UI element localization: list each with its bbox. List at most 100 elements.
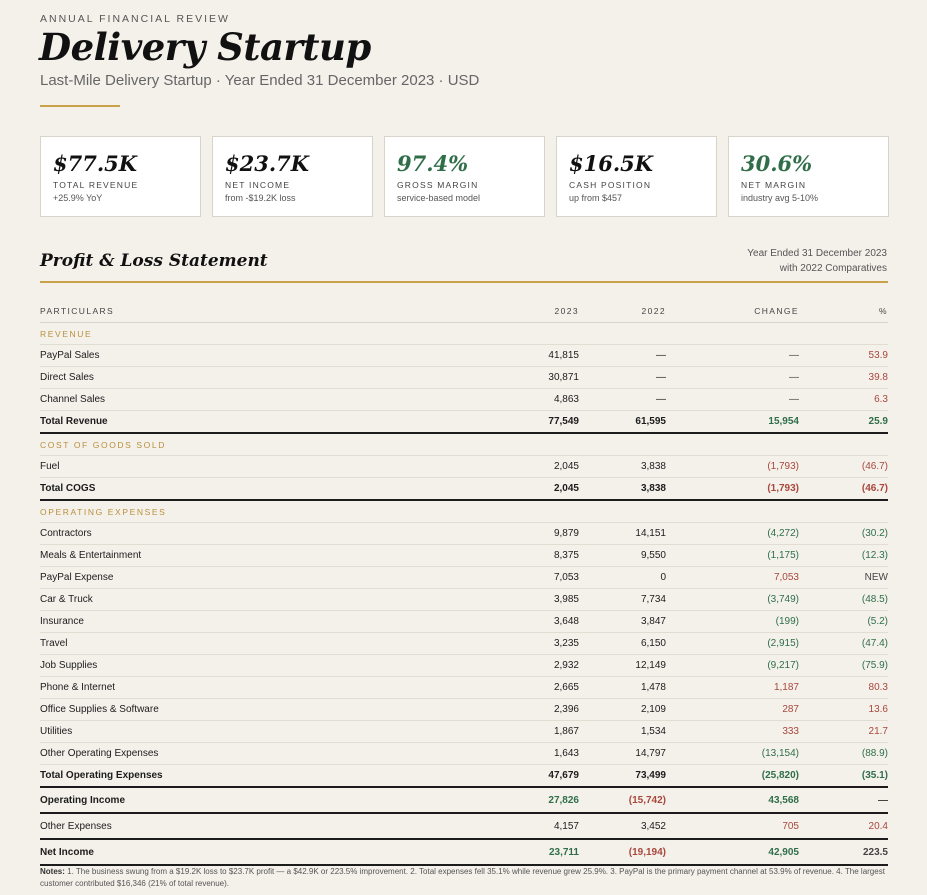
table-row: Utilities 1,867 1,534 333 21.7	[40, 721, 888, 743]
cell-2022: 61,595	[635, 416, 666, 427]
col-header-2022: 2022	[641, 306, 666, 316]
cell-percent: —	[878, 794, 888, 806]
section-note-line: with 2022 Comparatives	[779, 263, 887, 274]
table-body: REVENUE PayPal Sales 41,815 — — 53.9 Direct Sa…	[40, 323, 888, 866]
kpi-label: NET MARGIN	[741, 180, 807, 190]
cell-percent: (30.2)	[861, 528, 888, 539]
cell-percent: (88.9)	[861, 748, 888, 759]
kpi-subtext: from -$19.2K loss	[225, 193, 296, 203]
cell-change: 42,905	[768, 846, 799, 858]
table-row: Job Supplies 2,932 12,149 (9,217) (75.9)	[40, 655, 888, 677]
report-kicker: ANNUAL FINANCIAL REVIEW	[40, 13, 230, 25]
cell-change: (9,217)	[767, 660, 799, 671]
kpi-value: 30.6%	[741, 151, 813, 176]
cell-2023: 47,679	[548, 770, 579, 781]
category-row: OPERATING EXPENSES	[40, 501, 888, 523]
cell-change: —	[789, 350, 799, 361]
cell-2023: 2,932	[553, 660, 579, 671]
kpi-value: $77.5K	[53, 151, 138, 176]
cell-change: 287	[782, 704, 799, 715]
col-header-particulars: PARTICULARS	[40, 306, 115, 316]
section-period-note: Year Ended 31 December 2023 with 2022 Co…	[747, 246, 887, 276]
table-row: Direct Sales 30,871 — — 39.8	[40, 367, 888, 389]
cell-2022: 0	[660, 572, 666, 583]
kpi-card-gross-margin: 97.4% GROSS MARGIN service-based model	[384, 136, 545, 217]
section-title: Profit & Loss Statement	[40, 251, 268, 271]
kpi-subtext: +25.9% YoY	[53, 193, 103, 203]
notes-text: 1. The business swung from a $19.2K loss…	[40, 867, 885, 888]
row-label: Utilities	[40, 726, 73, 737]
cell-2023: 9,879	[553, 528, 579, 539]
cell-change: 333	[782, 726, 799, 737]
cell-percent: 13.6	[868, 704, 888, 715]
cell-change: (4,272)	[767, 528, 799, 539]
row-label: Total COGS	[40, 483, 96, 494]
cell-2023: 1,643	[553, 748, 579, 759]
table-row: Phone & Internet 2,665 1,478 1,187 80.3	[40, 677, 888, 699]
table-row: PayPal Sales 41,815 — — 53.9	[40, 345, 888, 367]
row-label: Total Operating Expenses	[40, 770, 163, 781]
category-row: COST OF GOODS SOLD	[40, 434, 888, 456]
cell-2023: 3,648	[553, 616, 579, 627]
cell-2023: 3,985	[553, 594, 579, 605]
cell-2023: 2,396	[553, 704, 579, 715]
table-row: Insurance 3,648 3,847 (199) (5.2)	[40, 611, 888, 633]
cell-2022: 14,797	[635, 748, 666, 759]
total-row: Net Income 23,711 (19,194) 42,905 223.5	[40, 840, 888, 866]
table-row: Meals & Entertainment 8,375 9,550 (1,175) (1…	[40, 545, 888, 567]
cell-2022: (15,742)	[628, 794, 666, 806]
cell-2023: 3,235	[553, 638, 579, 649]
cell-change: (199)	[775, 616, 799, 627]
total-row: Total Operating Expenses 47,679 73,499 (25,…	[40, 765, 888, 788]
cell-change: 7,053	[773, 572, 799, 583]
table-row: PayPal Expense 7,053 0 7,053 NEW	[40, 567, 888, 589]
row-label: Fuel	[40, 461, 60, 472]
category-row: REVENUE	[40, 323, 888, 345]
cell-change: (25,820)	[761, 770, 799, 781]
table-row: Other Operating Expenses 1,643 14,797 (13,1…	[40, 743, 888, 765]
cell-percent: 223.5	[862, 846, 888, 858]
footnotes: Notes: 1. The business swung from a $19.…	[40, 866, 888, 890]
cell-2023: 2,045	[553, 483, 579, 494]
col-header-2023: 2023	[554, 306, 579, 316]
table-row: Travel 3,235 6,150 (2,915) (47.4)	[40, 633, 888, 655]
cell-change: 705	[782, 820, 799, 832]
cell-2022: —	[656, 394, 666, 405]
row-label: Travel	[40, 638, 68, 649]
cell-percent: 6.3	[874, 394, 888, 405]
kpi-label: TOTAL REVENUE	[53, 180, 139, 190]
row-label: Channel Sales	[40, 394, 106, 405]
section-divider	[40, 281, 888, 283]
cell-change: (1,793)	[767, 483, 799, 494]
cell-2023: 30,871	[548, 372, 579, 383]
cell-2022: 9,550	[640, 550, 666, 561]
cell-percent: (46.7)	[861, 461, 888, 472]
cell-2022: 1,478	[640, 682, 666, 693]
cell-2022: 3,838	[640, 461, 666, 472]
cell-change: (1,175)	[767, 550, 799, 561]
table-row: Car & Truck 3,985 7,734 (3,749) (48.5)	[40, 589, 888, 611]
row-label: Contractors	[40, 528, 92, 539]
row-label: Other Expenses	[40, 820, 112, 832]
row-label: Direct Sales	[40, 372, 94, 383]
cell-2022: 7,734	[640, 594, 666, 605]
cell-change: 43,568	[768, 794, 799, 806]
cell-percent: (5.2)	[867, 616, 888, 627]
cell-change: —	[789, 372, 799, 383]
cell-2023: 41,815	[548, 350, 579, 361]
cell-change: 15,954	[768, 416, 799, 427]
row-label: Phone & Internet	[40, 682, 116, 693]
category-label: COST OF GOODS SOLD	[40, 439, 166, 450]
cell-change: (1,793)	[767, 461, 799, 472]
cell-2023: 27,826	[548, 794, 579, 806]
cell-change: (2,915)	[767, 638, 799, 649]
cell-percent: (12.3)	[861, 550, 888, 561]
cell-percent: (75.9)	[861, 660, 888, 671]
row-label: Car & Truck	[40, 594, 93, 605]
row-label: Insurance	[40, 616, 84, 627]
row-label: Operating Income	[40, 794, 126, 806]
cell-2022: 1,534	[640, 726, 666, 737]
cell-percent: (35.1)	[861, 770, 888, 781]
cell-2022: 2,109	[640, 704, 666, 715]
total-row: Operating Income 27,826 (15,742) 43,568 —	[40, 788, 888, 814]
